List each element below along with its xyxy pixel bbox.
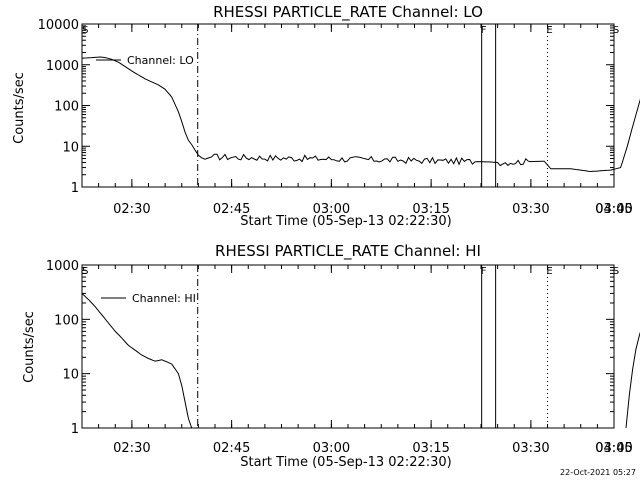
- time-marker-label: S: [82, 266, 88, 277]
- x-tick-label: 03:00: [313, 441, 350, 456]
- legend: Channel: LO: [96, 54, 194, 67]
- plot-frame: [81, 23, 615, 188]
- x-tick-label: 02:45: [213, 202, 250, 217]
- footer-timestamp: 22-Oct-2021 05:27: [560, 468, 636, 477]
- chart-title: RHESSI PARTICLE_RATE Channel: HI: [215, 242, 481, 261]
- series-lines: [81, 56, 640, 173]
- y-tick-label: 10000: [38, 18, 79, 33]
- series-line: [81, 293, 193, 429]
- legend: Channel: HI: [101, 292, 196, 305]
- x-tick-label: 03:30: [512, 441, 549, 456]
- series-lines: [81, 293, 640, 429]
- time-marker-label: S: [613, 266, 619, 277]
- x-tick-label: 03:30: [512, 202, 549, 217]
- y-tick-label: 10: [62, 368, 79, 383]
- x-axis-label: Start Time (05-Sep-13 02:22:30): [240, 455, 451, 470]
- x-tick-label: 03:15: [412, 202, 449, 217]
- x-tick-label: 02:30: [113, 441, 150, 456]
- x-tick-label: 03:00: [313, 202, 350, 217]
- chart-panel-hi: RHESSI PARTICLE_RATE Channel: HI Counts/…: [22, 242, 640, 470]
- legend-label: Channel: LO: [127, 54, 194, 67]
- y-tick-label: 1: [71, 422, 79, 437]
- x-tick-label: 03:45: [595, 202, 632, 217]
- x-tick-label: 03:45: [595, 441, 632, 456]
- x-tick-label: 04:00: [595, 202, 632, 217]
- legend-label: Channel: HI: [132, 292, 196, 305]
- y-axis-label: Counts/sec: [22, 311, 37, 383]
- chart-title: RHESSI PARTICLE_RATE Channel: LO: [213, 3, 483, 22]
- y-tick-label: 100: [54, 100, 79, 115]
- series-line: [625, 331, 640, 429]
- time-marker-label: F: [481, 266, 487, 277]
- chart-panel-lo: RHESSI PARTICLE_RATE Channel: LO Counts/…: [12, 3, 640, 229]
- y-tick-label: 10: [62, 140, 79, 155]
- y-axis-label: Counts/sec: [12, 72, 27, 144]
- x-axis-label: Start Time (05-Sep-13 02:22:30): [240, 214, 451, 229]
- x-tick-label: 04:00: [595, 441, 632, 456]
- x-tick-label: 03:15: [412, 441, 449, 456]
- y-tick-label: 1: [71, 181, 79, 196]
- x-tick-label: 02:45: [213, 441, 250, 456]
- y-tick-label: 1000: [46, 59, 79, 74]
- time-marker-label: S: [613, 25, 619, 36]
- x-tick-label: 02:30: [113, 202, 150, 217]
- y-tick-label: 1000: [46, 259, 79, 274]
- series-line: [81, 56, 640, 173]
- time-marker-label: E: [546, 266, 552, 277]
- time-marker-label: E: [546, 25, 552, 36]
- y-tick-label: 100: [54, 313, 79, 328]
- time-marker-label: F: [481, 25, 487, 36]
- plot-frame: [81, 264, 615, 429]
